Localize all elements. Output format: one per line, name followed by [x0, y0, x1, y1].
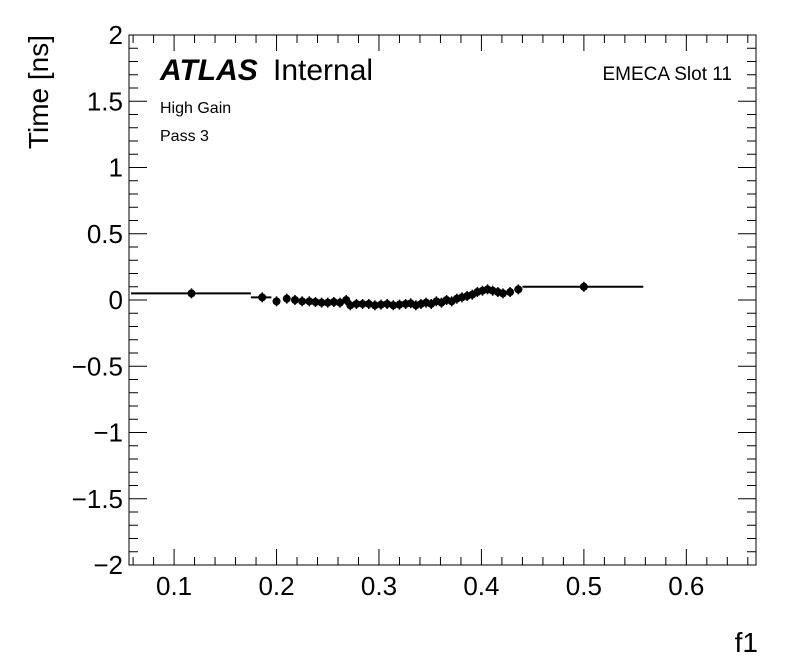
x-tick-label: 0.6 [668, 571, 704, 601]
x-tick-label: 0.3 [361, 571, 397, 601]
x-axis-title: f1 [735, 627, 758, 658]
data-point [370, 301, 379, 310]
y-tick-label: −0.5 [72, 351, 123, 381]
y-tick-label: 1 [109, 153, 123, 183]
data-point [311, 297, 320, 306]
y-tick-label: 0.5 [87, 219, 123, 249]
y-tick-label: 1.5 [87, 86, 123, 116]
internal-label: Internal [273, 54, 373, 87]
y-tick-label: −1.5 [72, 484, 123, 514]
data-point [272, 297, 281, 306]
x-tick-label: 0.4 [463, 571, 499, 601]
data-point [506, 288, 515, 297]
data-point [352, 299, 361, 308]
data-point [317, 298, 326, 307]
atlas-label: ATLAS [159, 54, 258, 87]
data-point [364, 299, 373, 308]
pass-label: Pass 3 [160, 128, 209, 145]
data-series [131, 281, 644, 311]
data-point [514, 285, 523, 294]
data-point [282, 294, 291, 303]
data-point [383, 299, 392, 308]
data-point [290, 296, 299, 304]
data-point [323, 298, 332, 307]
y-tick-label: −1 [93, 418, 123, 448]
data-point [258, 293, 267, 302]
gain-label: High Gain [160, 100, 231, 117]
data-point [336, 298, 345, 307]
data-point [377, 300, 386, 309]
data-point [298, 297, 307, 306]
data-point [389, 301, 398, 310]
x-tick-label: 0.2 [258, 571, 294, 601]
y-tick-labels: −2 −1.5 −1 −0.5 0 0.5 1 1.5 2 [72, 20, 123, 580]
data-point [579, 282, 588, 291]
x-tick-label: 0.1 [156, 571, 192, 601]
data-point [358, 299, 367, 308]
x-tick-label: 0.5 [566, 571, 602, 601]
x-tick-labels: 0.1 0.2 0.3 0.4 0.5 0.6 [156, 571, 704, 601]
y-axis-title: Time [ns] [23, 35, 54, 149]
data-point [329, 297, 338, 306]
data-point [346, 301, 355, 310]
data-point [187, 289, 196, 298]
y-tick-label: 2 [109, 20, 123, 50]
y-tick-label: 0 [109, 285, 123, 315]
data-point [305, 297, 314, 306]
data-point [498, 289, 507, 298]
y-tick-label: −2 [93, 550, 123, 580]
data-point [395, 300, 404, 309]
axis-ticks [129, 34, 756, 566]
region-label: EMECA Slot 11 [602, 64, 732, 85]
